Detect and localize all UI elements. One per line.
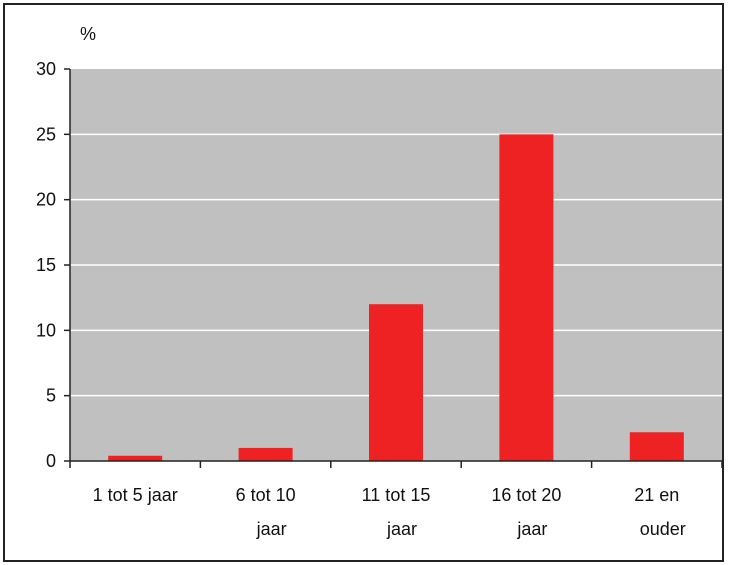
y-tick-label: 10 (36, 320, 56, 340)
x-tick-label: 16 tot 20 jaar (491, 485, 561, 539)
bar (108, 455, 163, 461)
bar (238, 447, 293, 461)
y-tick-label: 30 (36, 59, 56, 79)
y-tick-label: 15 (36, 255, 56, 275)
y-tick-labels: 0 5 10 15 20 25 30 (36, 59, 56, 471)
y-tick-label: 25 (36, 124, 56, 144)
y-tick-label: 20 (36, 190, 56, 210)
y-axis-unit-label: % (80, 24, 96, 44)
x-tick-label: 11 tot 15 jaar (362, 485, 431, 539)
axes (64, 68, 723, 468)
y-tick-label: 5 (46, 386, 56, 406)
bar (369, 304, 423, 461)
y-tick-label: 0 (46, 451, 56, 471)
bar (629, 432, 684, 461)
x-tick-label: 6 tot 10 jaar (236, 485, 296, 539)
bar (499, 134, 554, 462)
bars (108, 134, 684, 462)
x-tick-labels: 1 tot 5 jaar 6 tot 10 jaar 11 tot 15 jaar 16 … (93, 485, 686, 539)
x-tick-label: 1 tot 5 jaar (93, 485, 178, 505)
x-tick-label: 21 en ouder (634, 485, 686, 539)
